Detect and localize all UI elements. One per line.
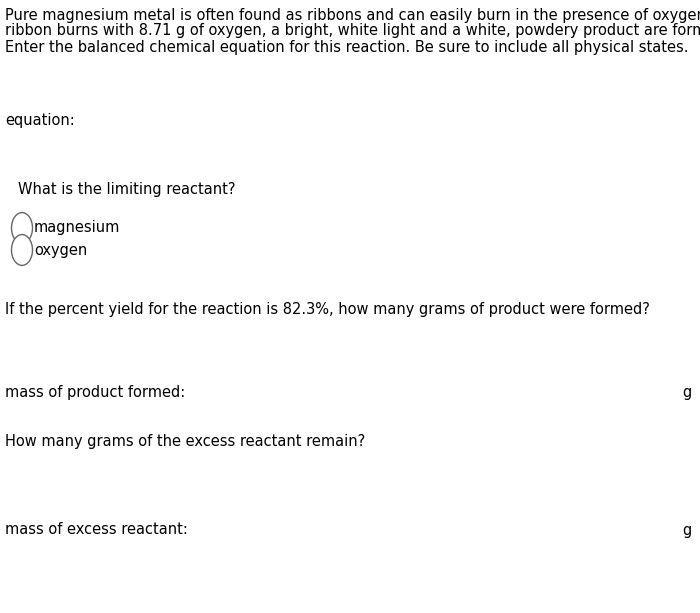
Text: g: g (682, 386, 692, 400)
Text: oxygen: oxygen (34, 243, 88, 257)
FancyBboxPatch shape (57, 107, 700, 137)
Text: mass of excess reactant:: mass of excess reactant: (5, 522, 188, 538)
FancyBboxPatch shape (142, 516, 699, 546)
Text: g: g (682, 522, 692, 538)
Text: mass of product formed:: mass of product formed: (5, 386, 186, 400)
Text: Enter the balanced chemical equation for this reaction. Be sure to include all p: Enter the balanced chemical equation for… (5, 40, 689, 55)
Text: What is the limiting reactant?: What is the limiting reactant? (18, 182, 235, 197)
Text: magnesium: magnesium (34, 221, 120, 235)
FancyBboxPatch shape (134, 379, 699, 409)
Text: How many grams of the excess reactant remain?: How many grams of the excess reactant re… (5, 434, 365, 449)
Text: Pure magnesium metal is often found as ribbons and can easily burn in the presen: Pure magnesium metal is often found as r… (5, 8, 700, 23)
Text: equation:: equation: (5, 113, 75, 129)
Text: If the percent yield for the reaction is 82.3%, how many grams of product were f: If the percent yield for the reaction is… (5, 302, 650, 317)
Text: ribbon burns with 8.71 g of oxygen, a bright, white light and a white, powdery p: ribbon burns with 8.71 g of oxygen, a br… (5, 23, 700, 38)
